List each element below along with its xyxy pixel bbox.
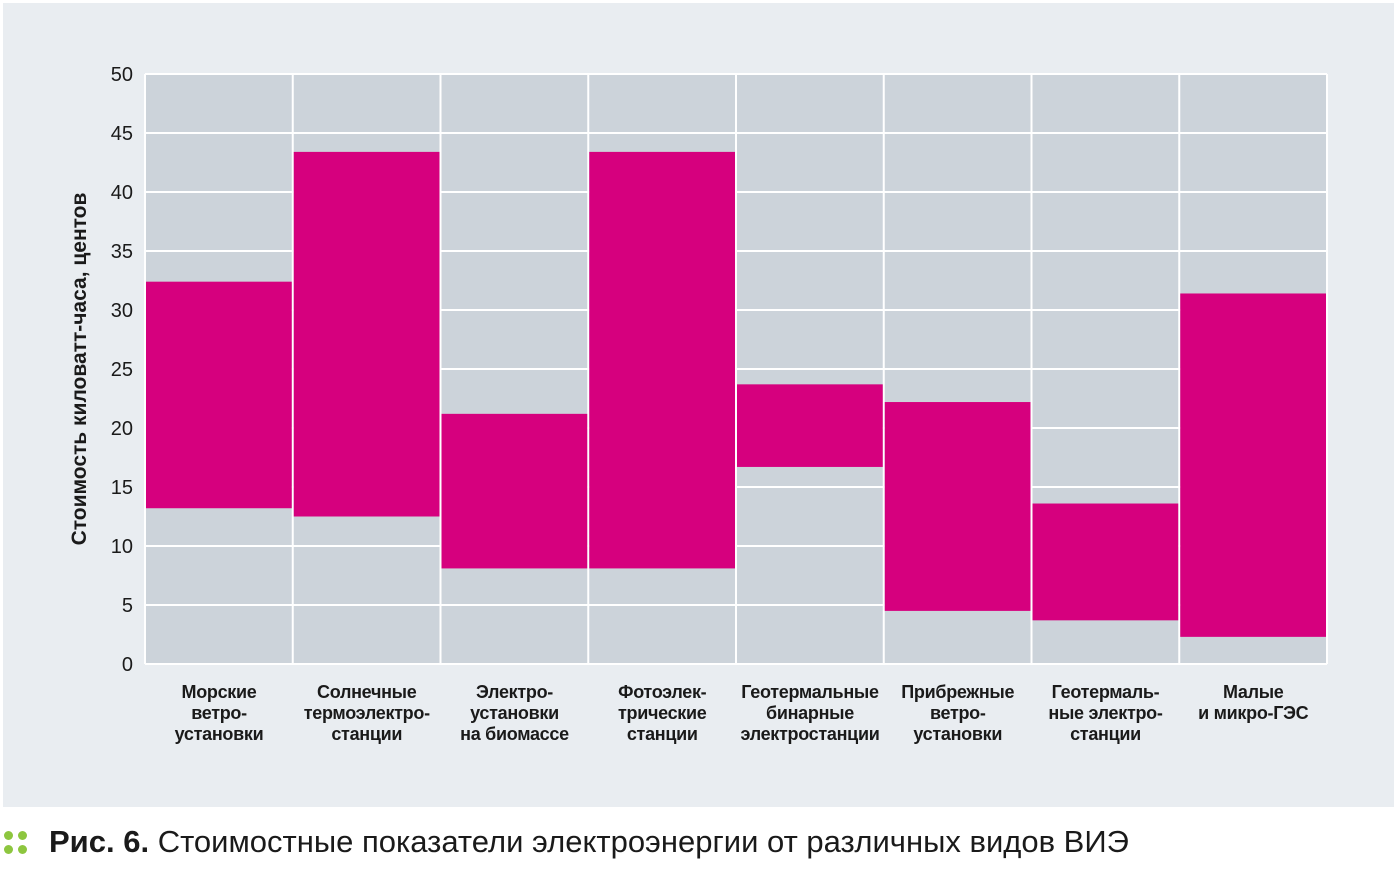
x-category-label-line: установки [174, 724, 264, 744]
x-category-label-line: и микро-ГЭС [1198, 703, 1309, 723]
x-category-label-line: Фотоэлек- [618, 682, 707, 702]
x-category-label-line: Геотермальные [741, 682, 879, 702]
x-category-label: Электро-установки на биомассе [441, 682, 589, 745]
y-tick-label: 5 [122, 595, 133, 617]
x-category-label: Геотермальные бинарные электростанции [736, 682, 884, 745]
x-category-label: Фотоэлек-трические станции [588, 682, 736, 745]
range-bar [293, 151, 440, 517]
caption-bullet-icon [4, 830, 27, 854]
x-category-label-line: установки [470, 703, 559, 723]
figure-caption: Рис. 6. Стоимостные показатели электроэн… [4, 820, 1129, 864]
x-category-label-line: Геотермаль- [1051, 682, 1160, 702]
range-bar [441, 413, 588, 569]
x-category-label: Геотермаль-ные электро-станции [1032, 682, 1180, 745]
range-bar [1180, 293, 1326, 637]
range-bar-chart: 0 5 10 15 20 25 30 35 40 45 50 Стоимость киловатт-ч… [68, 64, 1328, 676]
range-bar [589, 151, 735, 569]
x-category-label-line: установки [913, 724, 1003, 744]
x-category-label-line: трические [618, 703, 707, 723]
x-category-label-line: ные электро- [1048, 703, 1163, 723]
x-category-label: Морские ветро-установки [145, 682, 293, 745]
x-category-label-line: ветро- [191, 703, 247, 723]
x-category-label-line: Солнечные [317, 682, 417, 702]
x-category-label-line: термоэлектро- [303, 703, 430, 723]
range-bar [1032, 503, 1179, 621]
x-category-label-line: станции [1070, 724, 1141, 744]
y-tick-label: 40 [111, 182, 133, 204]
x-category-label-line: Малые [1222, 682, 1284, 702]
x-category-label-line: станции [331, 724, 403, 744]
x-category-label-line: электростанции [740, 724, 880, 744]
x-category-label: Солнечные термоэлектро-станции [293, 682, 441, 745]
x-category-label-line: Морские [181, 682, 257, 702]
x-category-label-line: Прибрежные [901, 682, 1015, 702]
y-tick-label: 25 [111, 359, 133, 381]
x-category-label-line: Электро- [476, 682, 553, 702]
y-tick-label: 50 [111, 64, 133, 86]
y-tick-label: 10 [111, 536, 133, 558]
x-category-label-line: бинарные [766, 703, 854, 723]
y-tick-label: 20 [111, 418, 133, 440]
x-category-label: Прибрежные ветро-установки [884, 682, 1032, 745]
x-category-label-line: на биомассе [460, 724, 569, 744]
range-bar [146, 281, 292, 509]
y-tick-label: 15 [111, 477, 133, 499]
y-tick-label: 30 [111, 300, 133, 322]
x-category-label: Малые и микро-ГЭС [1179, 682, 1327, 724]
y-tick-label: 0 [122, 654, 133, 676]
y-tick-label: 45 [111, 123, 133, 145]
range-bar [737, 384, 883, 467]
caption-number: Рис. 6. [49, 824, 150, 859]
y-tick-label: 35 [111, 241, 133, 263]
x-category-label-line: ветро- [929, 703, 986, 723]
x-category-label-line: станции [626, 724, 698, 744]
range-bar [884, 402, 1031, 611]
y-axis-title: Стоимость киловатт-часа, центов [68, 193, 91, 546]
caption-text: Стоимостные показатели электроэнергии от… [157, 824, 1129, 859]
